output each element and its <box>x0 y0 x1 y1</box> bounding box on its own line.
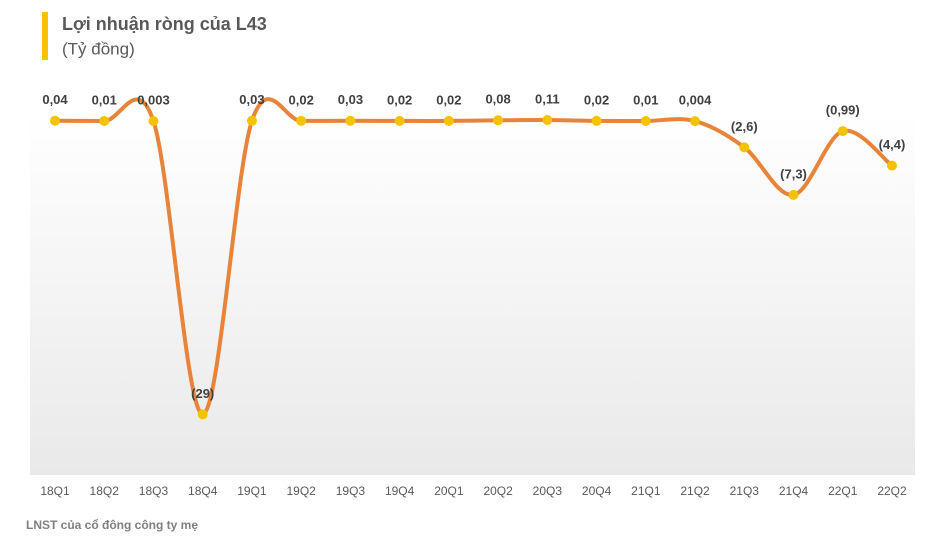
x-tick-label: 18Q2 <box>90 484 120 498</box>
data-label: 0,08 <box>485 92 510 107</box>
point <box>394 115 405 126</box>
chart-subtitle: (Tỷ đồng) <box>62 39 135 58</box>
x-tick-label: 19Q4 <box>385 484 415 498</box>
data-label: (0,99) <box>826 103 860 118</box>
data-label: 0,04 <box>42 92 68 107</box>
point <box>739 142 750 153</box>
data-label: 0,03 <box>239 92 264 107</box>
data-label: 0,004 <box>679 93 712 108</box>
point <box>50 115 60 126</box>
footnote: LNST của cổ đông công ty mẹ <box>26 518 198 532</box>
data-label: (7,3) <box>780 166 807 181</box>
point <box>837 126 848 137</box>
data-label: 0,11 <box>535 91 560 106</box>
point <box>690 116 701 127</box>
title-bar <box>42 12 48 60</box>
x-tick-label: 18Q4 <box>188 484 218 498</box>
x-tick-label: 20Q1 <box>434 484 464 498</box>
x-tick-label: 21Q1 <box>631 484 661 498</box>
point <box>148 116 159 127</box>
data-label: (2,6) <box>731 119 758 134</box>
x-tick-label: 22Q2 <box>877 484 907 498</box>
data-label: 0,01 <box>633 92 658 107</box>
point <box>296 115 307 126</box>
point <box>887 160 897 171</box>
point <box>99 116 110 127</box>
data-label: 0,03 <box>338 92 363 107</box>
data-label: 0,02 <box>584 92 609 107</box>
point <box>443 115 454 126</box>
data-label: 0,02 <box>436 92 461 107</box>
data-label: (29) <box>191 386 214 401</box>
x-tick-label: 19Q3 <box>336 484 366 498</box>
data-label: 0,003 <box>137 93 170 108</box>
x-tick-label: 21Q4 <box>779 484 809 498</box>
point <box>640 116 651 127</box>
chart-title: Lợi nhuận ròng của L43 <box>62 14 267 34</box>
point <box>345 115 356 126</box>
point <box>542 114 553 125</box>
x-tick-label: 20Q3 <box>533 484 563 498</box>
data-label: 0,01 <box>92 92 117 107</box>
x-tick-label: 18Q1 <box>40 484 70 498</box>
x-tick-label: 19Q1 <box>237 484 267 498</box>
x-tick-label: 21Q3 <box>730 484 760 498</box>
point <box>788 189 799 200</box>
point <box>591 115 602 126</box>
data-label: 0,02 <box>387 92 412 107</box>
x-tick-label: 20Q4 <box>582 484 612 498</box>
x-tick-label: 21Q2 <box>680 484 710 498</box>
x-tick-label: 19Q2 <box>286 484 316 498</box>
x-tick-label: 22Q1 <box>828 484 858 498</box>
point <box>246 115 257 126</box>
data-label: (4,4) <box>879 137 906 152</box>
point <box>197 409 208 420</box>
x-tick-label: 18Q3 <box>139 484 169 498</box>
data-label: 0,02 <box>289 92 314 107</box>
point <box>493 115 504 126</box>
x-tick-label: 20Q2 <box>483 484 513 498</box>
